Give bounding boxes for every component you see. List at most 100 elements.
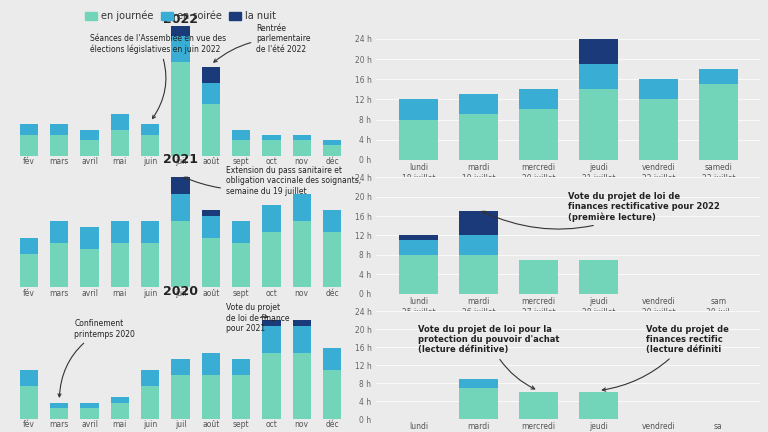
Bar <box>202 67 220 83</box>
Bar <box>50 124 68 135</box>
Text: Séances de l'Assemblée en vue des
élections législatives en juin 2022: Séances de l'Assemblée en vue des électi… <box>90 34 226 118</box>
Bar <box>20 369 38 386</box>
Bar <box>81 130 98 140</box>
Bar <box>458 378 498 388</box>
Bar <box>111 221 129 243</box>
Bar <box>399 99 438 120</box>
Title: 2020: 2020 <box>163 285 198 298</box>
Bar <box>263 205 280 232</box>
Bar <box>111 114 129 130</box>
Legend: en journée, en soirée, la nuit: en journée, en soirée, la nuit <box>81 7 280 25</box>
Bar <box>81 227 98 249</box>
Bar <box>699 69 738 84</box>
Bar <box>50 403 68 408</box>
Bar <box>202 216 220 238</box>
Bar <box>639 79 678 99</box>
Text: Vote du projet de
finances rectific
(lecture définiti: Vote du projet de finances rectific (lec… <box>602 324 729 391</box>
Bar <box>263 135 280 140</box>
Bar <box>171 26 190 36</box>
Bar <box>519 109 558 160</box>
Bar <box>293 221 311 287</box>
Bar <box>519 89 558 109</box>
Bar <box>171 194 190 221</box>
Bar <box>171 62 190 156</box>
Bar <box>50 243 68 287</box>
Bar <box>323 369 341 419</box>
Bar <box>20 135 38 156</box>
Bar <box>323 232 341 287</box>
Bar <box>20 386 38 419</box>
Bar <box>699 84 738 160</box>
Bar <box>141 386 159 419</box>
Bar <box>171 359 190 375</box>
Bar <box>399 235 438 240</box>
Bar <box>171 36 190 62</box>
Bar <box>50 408 68 419</box>
Bar <box>141 124 159 135</box>
Bar <box>579 392 617 419</box>
Bar <box>323 210 341 232</box>
Bar <box>579 89 617 160</box>
Bar <box>263 320 280 326</box>
Bar <box>263 232 280 287</box>
Bar <box>202 210 220 216</box>
Bar <box>293 353 311 419</box>
Bar <box>519 260 558 294</box>
Bar <box>20 124 38 135</box>
Bar <box>202 353 220 375</box>
Bar <box>323 140 341 145</box>
Bar <box>20 254 38 287</box>
Bar <box>81 249 98 287</box>
Bar <box>323 348 341 369</box>
Bar <box>458 211 498 235</box>
Bar <box>171 221 190 287</box>
Bar <box>111 397 129 403</box>
Bar <box>639 99 678 160</box>
Bar <box>111 403 129 419</box>
Bar <box>232 375 250 419</box>
Bar <box>399 240 438 255</box>
Bar <box>263 353 280 419</box>
Bar <box>232 221 250 243</box>
Bar <box>323 145 341 156</box>
Bar <box>458 235 498 255</box>
Bar <box>202 83 220 104</box>
Bar <box>293 194 311 221</box>
Bar <box>263 140 280 156</box>
Bar <box>293 135 311 140</box>
Bar <box>20 238 38 254</box>
Text: Confinement
printemps 2020: Confinement printemps 2020 <box>58 319 135 397</box>
Bar <box>171 375 190 419</box>
Bar <box>399 120 438 160</box>
Bar <box>141 243 159 287</box>
Bar <box>519 392 558 419</box>
Bar <box>202 104 220 156</box>
Title: 2021: 2021 <box>163 153 198 166</box>
Bar <box>232 140 250 156</box>
Bar <box>458 255 498 294</box>
Bar <box>202 238 220 287</box>
Bar <box>232 359 250 375</box>
Text: Vote du projet
de loi de finance
pour 2021: Vote du projet de loi de finance pour 20… <box>226 303 290 333</box>
Bar <box>293 140 311 156</box>
Bar <box>458 388 498 419</box>
Bar <box>50 135 68 156</box>
Text: Vote du projet de loi de
finances rectificative pour 2022
(première lecture): Vote du projet de loi de finances rectif… <box>482 192 720 229</box>
Bar <box>111 130 129 156</box>
Bar <box>232 130 250 140</box>
Bar <box>171 177 190 194</box>
Text: Vote du projet de loi pour la
protection du pouvoir d'achat
(lecture définitive): Vote du projet de loi pour la protection… <box>419 324 560 389</box>
Bar <box>263 326 280 353</box>
Bar <box>293 320 311 326</box>
Bar <box>579 39 617 64</box>
Bar <box>141 369 159 386</box>
Bar <box>50 221 68 243</box>
Bar <box>399 255 438 294</box>
Bar <box>81 403 98 408</box>
Bar <box>111 243 129 287</box>
Bar <box>579 260 617 294</box>
Bar <box>458 114 498 160</box>
Bar <box>202 375 220 419</box>
Bar <box>81 140 98 156</box>
Text: Extension du pass sanitaire et
obligation vaccinale des soignants,
semaine du 19: Extension du pass sanitaire et obligatio… <box>184 166 361 196</box>
